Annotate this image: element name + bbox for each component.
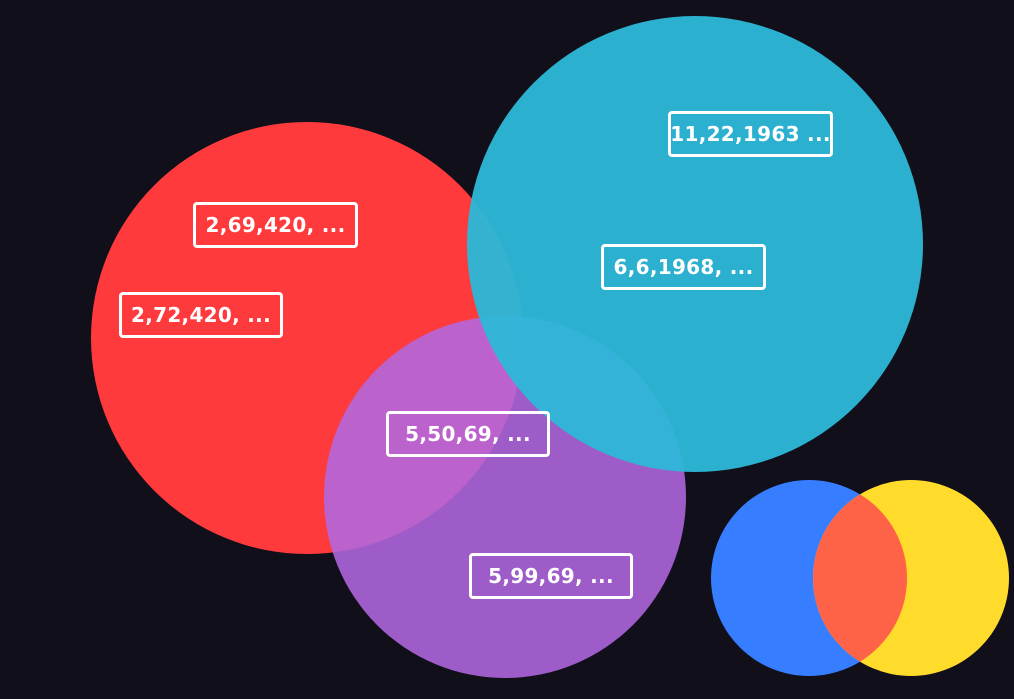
venn-logo-icon [711,480,1009,676]
logo-overlap [813,480,907,676]
purple-set-item-label: 5,99,69, ... [469,553,633,599]
cyan-set-item-label: 11,22,1963 ... [668,111,833,157]
red-set-item-label: 2,72,420, ... [119,292,283,338]
intersection-item-label: 5,50,69, ... [386,411,550,457]
cyan-set-item-label: 6,6,1968, ... [601,244,766,290]
red-set-item-label: 2,69,420, ... [193,202,358,248]
